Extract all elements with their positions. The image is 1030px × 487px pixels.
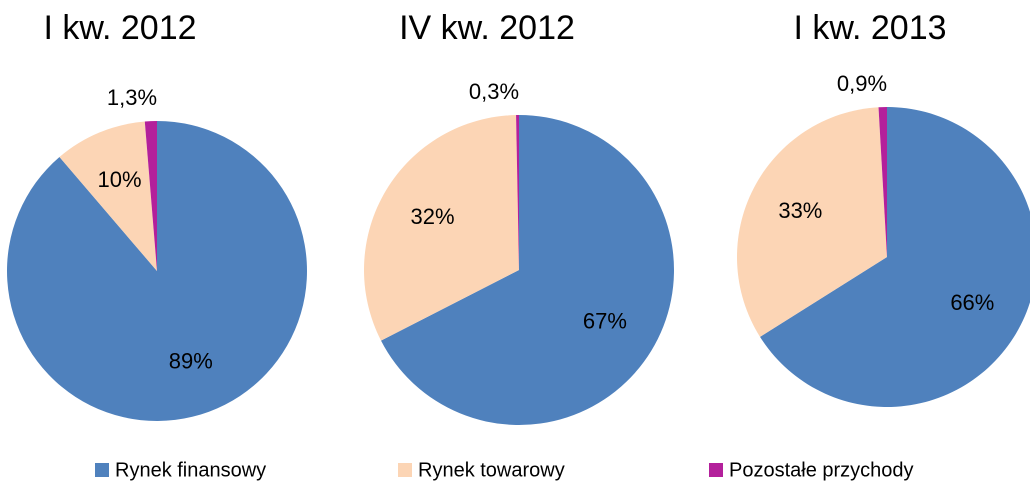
pie-title: I kw. 2013 [793, 9, 946, 47]
pie-slice [144, 121, 157, 271]
data-label: 32% [411, 204, 455, 229]
legend-label: Rynek towarowy [418, 459, 565, 481]
pie-slice [760, 107, 1030, 407]
legend-label: Pozostałe przychody [729, 459, 914, 481]
pie-title: IV kw. 2012 [399, 9, 575, 47]
pie-slice [59, 121, 157, 271]
legend-swatch [398, 463, 412, 477]
data-label: 66% [950, 290, 994, 315]
legend-swatch [95, 463, 109, 477]
legend-swatch [709, 463, 723, 477]
data-label: 0,3% [469, 79, 519, 104]
pie-slice [737, 107, 887, 337]
pie-slice [381, 115, 674, 425]
data-label: 33% [778, 198, 822, 223]
data-label: 89% [169, 348, 213, 373]
pie-slice [6, 121, 308, 421]
data-label: 10% [97, 167, 141, 192]
pie-title: I kw. 2012 [43, 9, 196, 47]
legend-label: Rynek finansowy [115, 459, 266, 481]
pie-slice [516, 115, 519, 270]
pie-slice [363, 115, 519, 341]
pie-slice [878, 107, 887, 257]
data-label: 1,3% [107, 85, 157, 110]
data-label: 67% [583, 308, 627, 333]
data-label: 0,9% [837, 71, 887, 96]
